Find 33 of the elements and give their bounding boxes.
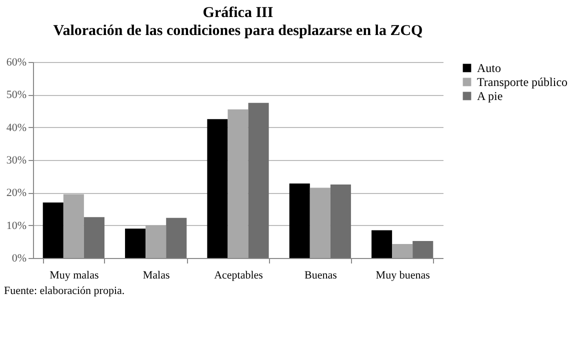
x-tick-label: Muy buenas xyxy=(376,270,430,282)
x-tick-label: Aceptables xyxy=(214,270,263,282)
chart-title: Gráfica III xyxy=(202,5,274,21)
y-tick-label: 60% xyxy=(6,56,26,68)
source-note: Fuente: elaboración propia. xyxy=(4,285,126,297)
x-tick-label: Muy malas xyxy=(50,270,99,282)
legend-label: A pie xyxy=(477,89,503,103)
y-tick-label: 50% xyxy=(6,89,26,102)
bar xyxy=(289,184,310,258)
y-tick-label: 0% xyxy=(12,252,26,264)
y-tick-label: 10% xyxy=(6,220,26,232)
bar xyxy=(125,228,146,258)
legend-label: Transporte público xyxy=(477,75,568,89)
bar xyxy=(412,241,434,258)
y-tick-label: 20% xyxy=(6,187,26,200)
bar xyxy=(372,230,392,258)
bar xyxy=(310,188,330,258)
y-tick-label: 40% xyxy=(6,122,26,134)
bar xyxy=(392,244,413,258)
x-tick-label: Malas xyxy=(142,270,170,282)
bar xyxy=(146,225,166,258)
bar xyxy=(84,217,104,258)
bar xyxy=(42,202,64,258)
bar xyxy=(207,119,228,258)
bar xyxy=(166,218,187,258)
chart-subtitle: Valoración de las condiciones para desplazarse en la ZCQ xyxy=(53,23,424,39)
legend-label: Auto xyxy=(477,61,501,75)
bar xyxy=(63,194,84,258)
bar xyxy=(228,109,248,258)
bar xyxy=(248,102,269,258)
y-tick-label: 30% xyxy=(6,154,26,166)
x-tick-label: Buenas xyxy=(304,270,337,282)
bar xyxy=(330,184,351,258)
